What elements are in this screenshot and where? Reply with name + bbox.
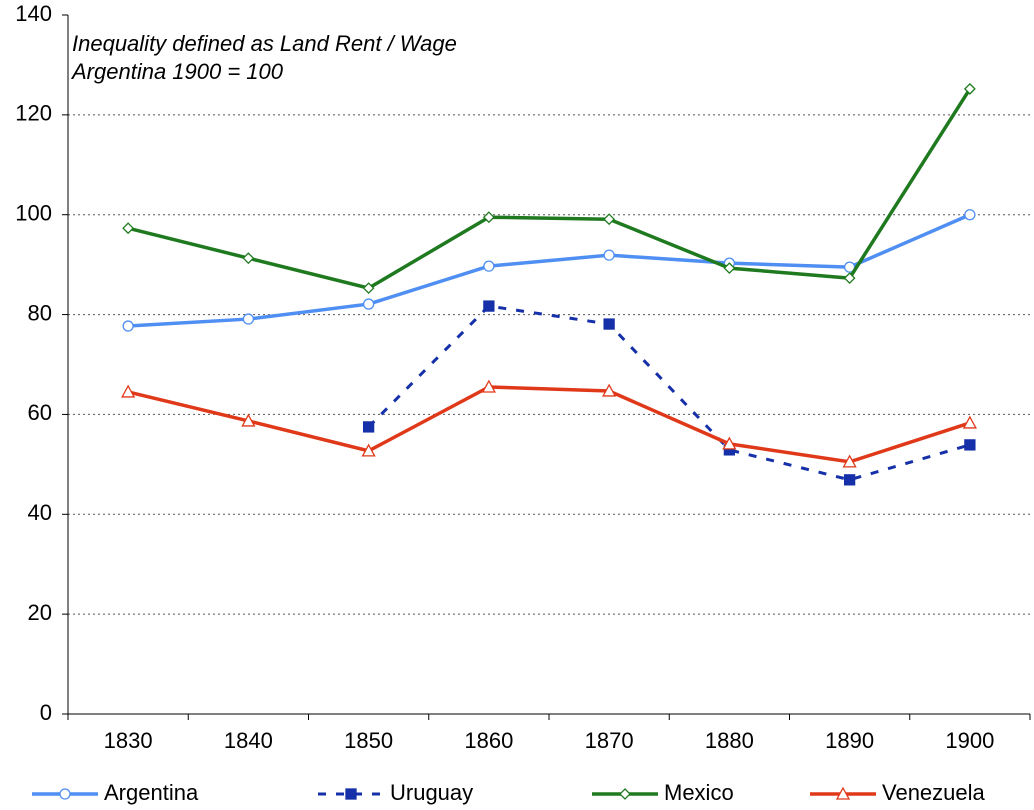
x-tick-label: 1860: [464, 728, 513, 753]
marker: [963, 82, 976, 95]
marker: [603, 318, 615, 330]
legend-label: Venezuela: [882, 780, 986, 805]
x-tick-label: 1840: [224, 728, 273, 753]
marker: [122, 320, 134, 332]
series-line: [127, 87, 972, 290]
marker: [59, 788, 71, 800]
legend-marker: [345, 788, 357, 800]
marker: [964, 209, 976, 221]
marker: [483, 300, 495, 312]
marker: [964, 439, 976, 451]
x-tick-label: 1900: [945, 728, 994, 753]
marker: [361, 443, 376, 457]
series-line: [128, 213, 971, 328]
marker: [362, 298, 375, 310]
x-tick-label: 1880: [705, 728, 754, 753]
x-tick-label: 1850: [344, 728, 393, 753]
marker: [362, 421, 375, 433]
y-tick-label: 80: [28, 300, 52, 325]
x-tick-label: 1890: [825, 728, 874, 753]
legend-marker: [835, 786, 851, 800]
series-line: [367, 304, 971, 482]
marker: [481, 379, 496, 393]
legend-label: Mexico: [664, 780, 734, 805]
marker: [723, 262, 736, 275]
y-tick-label: 140: [15, 1, 52, 26]
marker: [619, 788, 631, 800]
marker: [962, 415, 977, 429]
y-tick-label: 20: [28, 600, 52, 625]
y-tick-label: 0: [40, 700, 52, 725]
marker: [362, 282, 375, 295]
series-line: [127, 385, 971, 464]
marker: [722, 436, 737, 450]
marker: [242, 313, 255, 325]
marker: [345, 788, 357, 800]
legend-label: Argentina: [104, 780, 199, 805]
y-tick-label: 40: [28, 500, 52, 525]
marker: [121, 384, 136, 398]
y-tick-label: 100: [15, 201, 52, 226]
marker: [602, 383, 617, 397]
marker: [603, 249, 615, 261]
y-tick-label: 120: [15, 101, 52, 126]
marker: [482, 211, 495, 224]
marker: [242, 252, 255, 265]
annotation: Inequality defined as Land Rent / Wage: [72, 31, 457, 56]
annotation: Argentina 1900 = 100: [70, 59, 284, 84]
legend-label: Uruguay: [390, 780, 473, 805]
x-tick-label: 1870: [585, 728, 634, 753]
marker: [483, 260, 495, 272]
y-tick-label: 60: [28, 400, 52, 425]
marker: [843, 474, 856, 486]
marker: [122, 222, 135, 235]
legend-marker: [619, 788, 631, 800]
marker: [842, 454, 857, 468]
x-tick-label: 1830: [104, 728, 153, 753]
marker: [603, 213, 616, 226]
marker: [843, 272, 856, 285]
marker: [241, 413, 256, 427]
legend-marker: [59, 788, 71, 800]
marker: [835, 786, 851, 800]
